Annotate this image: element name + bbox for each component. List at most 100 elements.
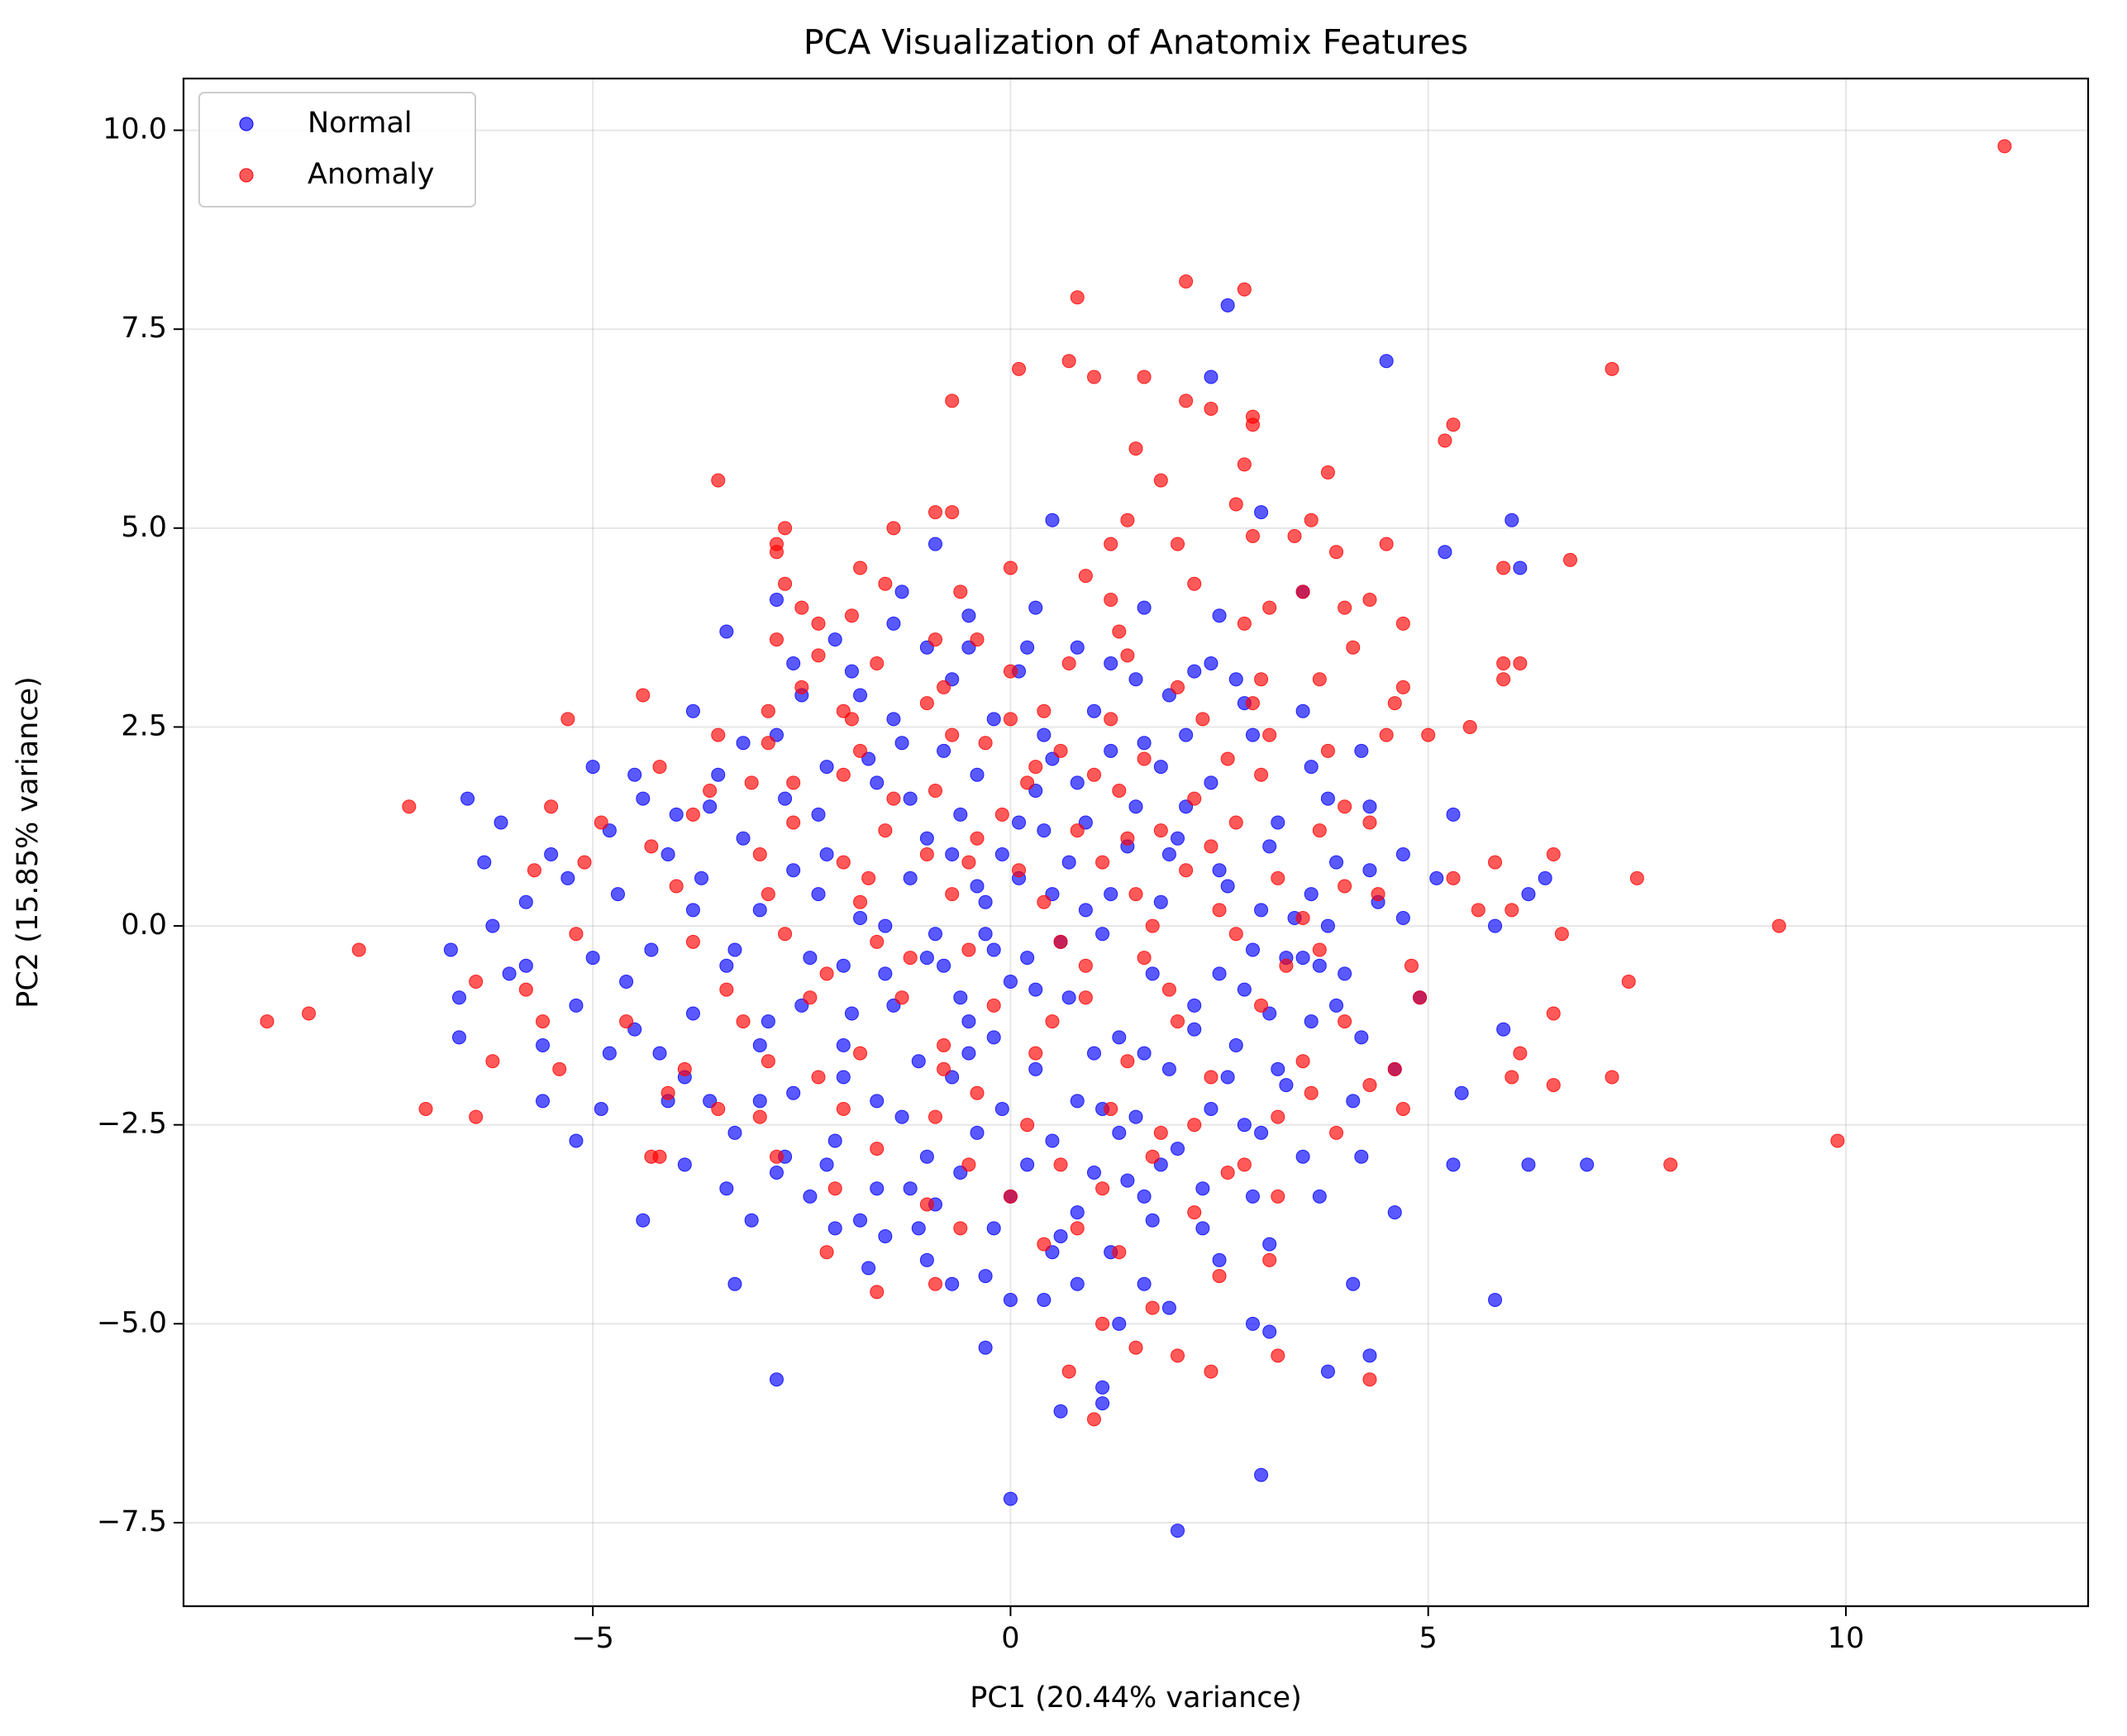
normal-point bbox=[970, 767, 985, 782]
normal-point bbox=[1204, 370, 1218, 384]
anomaly-point bbox=[661, 1085, 675, 1100]
anomaly-point bbox=[1629, 870, 1644, 885]
normal-point bbox=[1262, 1237, 1277, 1252]
anomaly-point bbox=[1153, 823, 1168, 838]
normal-point bbox=[1329, 855, 1344, 870]
y-tick-label: 0.0 bbox=[121, 909, 167, 942]
x-axis-label: PC1 (20.44% variance) bbox=[970, 1681, 1302, 1715]
anomaly-point bbox=[978, 736, 993, 751]
anomaly-point bbox=[1104, 1101, 1118, 1116]
normal-point bbox=[919, 1252, 934, 1267]
anomaly-point bbox=[1212, 1269, 1227, 1284]
anomaly-point bbox=[761, 736, 775, 751]
anomaly-point bbox=[1078, 569, 1093, 584]
normal-point bbox=[870, 1181, 885, 1196]
normal-point bbox=[652, 1046, 667, 1061]
legend-marker-normal bbox=[239, 117, 254, 131]
normal-point bbox=[1438, 545, 1452, 560]
anomaly-point bbox=[769, 632, 784, 647]
x-tick-label: 0 bbox=[1001, 1622, 1019, 1655]
anomaly-point bbox=[1078, 958, 1093, 973]
normal-point bbox=[644, 942, 659, 957]
normal-point bbox=[502, 966, 517, 981]
anomaly-point bbox=[1395, 680, 1410, 694]
y-tick-label: 2.5 bbox=[121, 709, 167, 742]
normal-point bbox=[1212, 1252, 1227, 1267]
normal-point bbox=[1153, 894, 1168, 909]
anomaly-point bbox=[878, 823, 893, 838]
anomaly-point bbox=[1338, 879, 1352, 894]
y-tick-label: −5.0 bbox=[97, 1306, 167, 1339]
anomaly-point bbox=[469, 974, 484, 989]
normal-point bbox=[1387, 1205, 1402, 1220]
anomaly-point bbox=[418, 1101, 433, 1116]
anomaly-point bbox=[619, 1014, 634, 1029]
normal-point bbox=[1028, 1061, 1043, 1076]
anomaly-point bbox=[1295, 584, 1310, 599]
normal-point bbox=[1521, 1157, 1536, 1172]
anomaly-point bbox=[1237, 282, 1252, 297]
anomaly-point bbox=[1037, 703, 1052, 718]
anomaly-point bbox=[1179, 393, 1194, 408]
normal-point bbox=[994, 847, 1009, 861]
anomaly-point bbox=[853, 743, 868, 758]
normal-point bbox=[1179, 727, 1194, 742]
anomaly-point bbox=[1237, 457, 1252, 472]
normal-point bbox=[1070, 775, 1085, 790]
normal-point bbox=[953, 990, 968, 1005]
normal-point bbox=[685, 903, 700, 918]
anomaly-point bbox=[1228, 497, 1243, 512]
anomaly-point bbox=[811, 1070, 826, 1085]
anomaly-point bbox=[1003, 1189, 1018, 1204]
normal-point bbox=[602, 1046, 617, 1061]
normal-point bbox=[819, 1157, 834, 1172]
normal-point bbox=[886, 616, 901, 631]
normal-point bbox=[1028, 600, 1043, 615]
anomaly-point bbox=[302, 1006, 317, 1021]
anomaly-point bbox=[970, 831, 985, 846]
normal-point bbox=[1037, 1292, 1052, 1307]
normal-point bbox=[1354, 1030, 1369, 1045]
normal-point bbox=[1262, 1324, 1277, 1339]
anomaly-point bbox=[1362, 815, 1377, 830]
normal-point bbox=[1262, 839, 1277, 854]
anomaly-point bbox=[1053, 743, 1068, 758]
anomaly-point bbox=[803, 990, 818, 1005]
normal-point bbox=[1304, 1014, 1319, 1029]
normal-point bbox=[1295, 703, 1310, 718]
anomaly-point bbox=[1254, 672, 1269, 687]
anomaly-point bbox=[1621, 974, 1636, 989]
anomaly-point bbox=[928, 1276, 942, 1291]
normal-point bbox=[1003, 974, 1018, 989]
anomaly-point bbox=[1338, 1014, 1352, 1029]
anomaly-point bbox=[1387, 696, 1402, 711]
anomaly-point bbox=[1329, 545, 1344, 560]
legend: Normal Anomaly bbox=[198, 92, 476, 207]
anomaly-point bbox=[853, 1046, 868, 1061]
normal-point bbox=[1454, 1085, 1469, 1100]
anomaly-point bbox=[945, 393, 960, 408]
normal-point bbox=[1187, 664, 1202, 679]
normal-point bbox=[894, 1109, 909, 1124]
normal-point bbox=[1078, 903, 1093, 918]
normal-point bbox=[786, 656, 801, 670]
anomaly-point bbox=[1505, 903, 1519, 918]
normal-point bbox=[1020, 1157, 1035, 1172]
normal-point bbox=[1304, 887, 1319, 902]
normal-point bbox=[627, 767, 642, 782]
anomaly-point bbox=[1488, 855, 1503, 870]
normal-point bbox=[844, 664, 859, 679]
normal-point bbox=[878, 966, 893, 981]
anomaly-point bbox=[819, 966, 834, 981]
normal-point bbox=[1245, 1316, 1260, 1331]
normal-point bbox=[827, 632, 842, 647]
normal-point bbox=[1220, 298, 1235, 312]
normal-point bbox=[886, 712, 901, 727]
anomaly-point bbox=[1496, 672, 1511, 687]
anomaly-point bbox=[1413, 990, 1428, 1005]
normal-point bbox=[1128, 799, 1143, 814]
normal-point bbox=[1095, 1380, 1110, 1395]
anomaly-point bbox=[1187, 1118, 1202, 1133]
normal-point bbox=[1104, 743, 1118, 758]
anomaly-point bbox=[970, 632, 985, 647]
